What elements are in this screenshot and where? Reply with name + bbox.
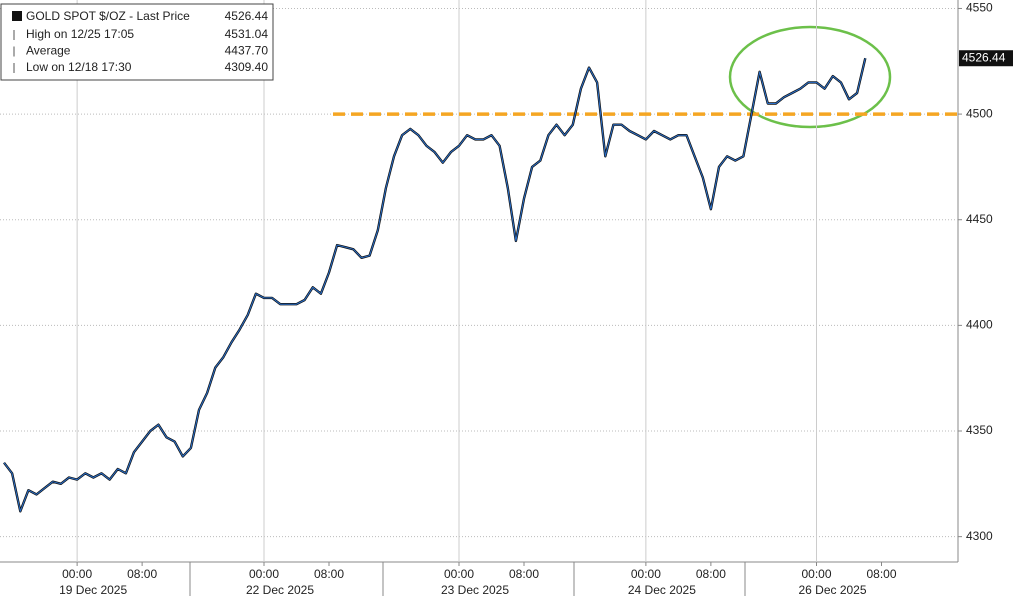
x-tick-label: 00:00 <box>444 567 474 581</box>
legend-swatch <box>12 11 22 21</box>
last-price-tag <box>959 50 1013 67</box>
legend-stat-label: Low on 12/18 17:30 <box>26 60 132 74</box>
legend-stat-value: 4309.40 <box>225 60 269 74</box>
x-tick-label: 08:00 <box>314 567 344 581</box>
x-tick-label: 08:00 <box>866 567 896 581</box>
date-label: 24 Dec 2025 <box>628 583 696 596</box>
y-tick-label: 4550 <box>966 1 993 15</box>
y-tick-label: 4450 <box>966 212 993 226</box>
last-price-label: 4526.44 <box>962 50 1006 64</box>
legend-stat-label: Average <box>26 44 71 58</box>
x-tick-label: 00:00 <box>62 567 92 581</box>
legend-stat-value: 4437.70 <box>225 44 269 58</box>
date-label: 23 Dec 2025 <box>441 583 509 596</box>
date-label: 26 Dec 2025 <box>798 583 866 596</box>
x-tick-label: 08:00 <box>509 567 539 581</box>
date-label: 19 Dec 2025 <box>59 583 127 596</box>
x-tick-label: 00:00 <box>631 567 661 581</box>
legend-stat-value: 4531.04 <box>225 27 269 41</box>
date-label: 22 Dec 2025 <box>246 583 314 596</box>
x-tick-label: 08:00 <box>127 567 157 581</box>
legend-value: 4526.44 <box>225 9 269 23</box>
y-tick-label: 4300 <box>966 529 993 543</box>
price-line <box>3 58 866 512</box>
session-separators <box>189 562 746 596</box>
legend-title: GOLD SPOT $/OZ - Last Price <box>26 9 190 23</box>
highlight-ellipse <box>728 25 892 129</box>
y-tick-label: 4350 <box>966 423 993 437</box>
legend-stat-label: High on 12/25 17:05 <box>26 27 134 41</box>
x-tick-label: 08:00 <box>696 567 726 581</box>
y-tick-label: 4500 <box>966 106 993 120</box>
x-tick-label: 00:00 <box>249 567 279 581</box>
x-tick-label: 00:00 <box>801 567 831 581</box>
legend: GOLD SPOT $/OZ - Last Price 4526.44 High… <box>0 3 274 81</box>
y-tick-label: 4400 <box>966 318 993 332</box>
legend-box <box>0 3 274 81</box>
